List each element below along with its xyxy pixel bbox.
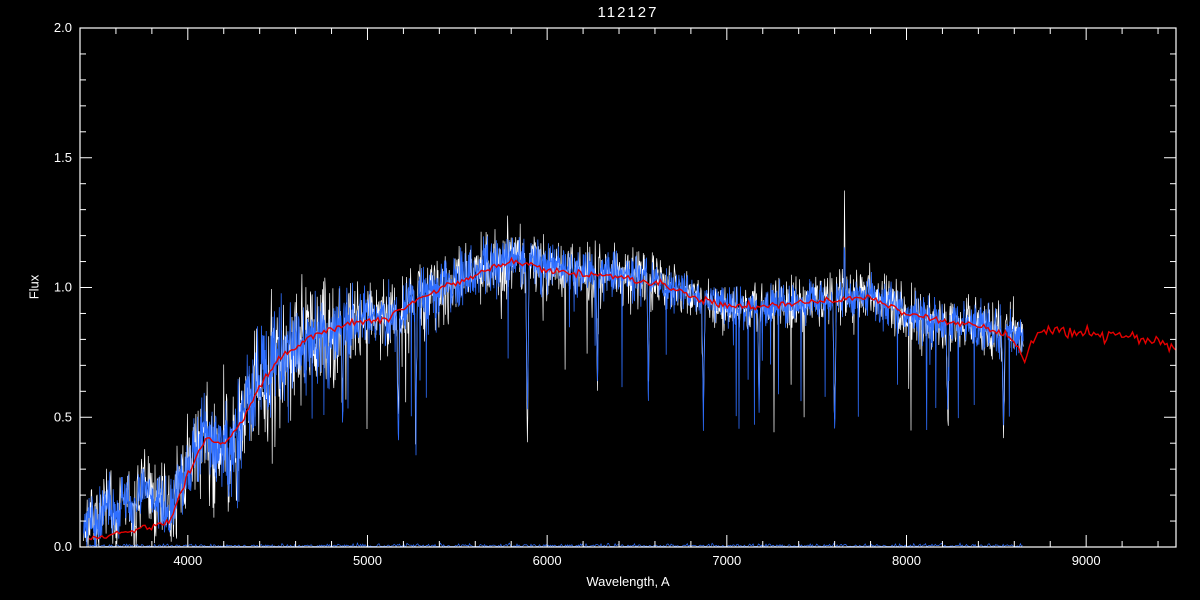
x-tick-label: 8000 [892,553,921,568]
x-tick-label: 9000 [1072,553,1101,568]
x-tick-label: 5000 [353,553,382,568]
series-baseline-zero [88,542,1023,547]
x-tick-label: 7000 [712,553,741,568]
x-tick-label: 6000 [533,553,562,568]
x-axis-label: Wavelength, A [586,574,670,589]
series-observed-spectrum [83,236,1024,547]
x-tick-label: 4000 [173,553,202,568]
y-tick-label: 1.0 [54,280,72,295]
y-axis-label: Flux [26,274,42,300]
y-tick-label: 1.5 [54,150,72,165]
y-tick-label: 2.0 [54,20,72,35]
y-tick-label: 0.5 [54,409,72,424]
chart-title: 112127 [597,4,659,21]
series-template-spectrum [88,256,1176,541]
y-tick-label: 0.0 [54,539,72,554]
